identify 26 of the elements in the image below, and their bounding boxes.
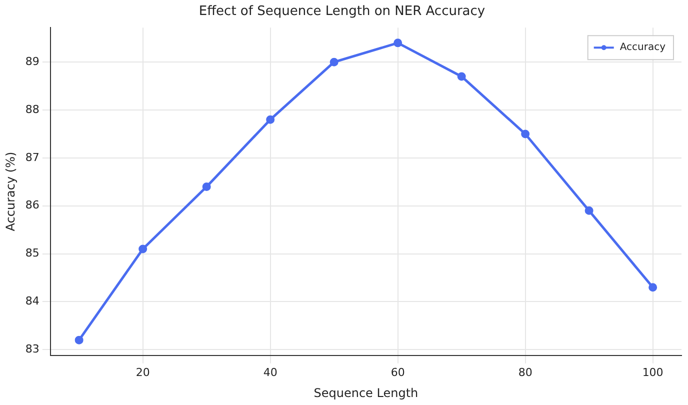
- x-tick-label: 100: [642, 366, 664, 379]
- x-tick-label: 20: [136, 366, 150, 379]
- y-tick-label: 89: [25, 54, 40, 68]
- point: [648, 283, 658, 292]
- point: [266, 115, 275, 124]
- y-axis-title: Accuracy (%): [3, 152, 18, 232]
- point: [202, 182, 211, 191]
- y-tick-label: 84: [25, 294, 40, 308]
- point: [330, 58, 338, 66]
- x-tick-label: 60: [390, 366, 405, 379]
- chart-title: Effect of Sequence Length on NER Accuracy: [198, 4, 486, 20]
- y-tick-label: 86: [25, 198, 40, 212]
- point: [584, 206, 594, 215]
- point: [138, 244, 148, 254]
- point: [394, 38, 402, 48]
- point: [74, 336, 84, 344]
- point: [521, 130, 530, 138]
- legend-label: Accuracy: [620, 42, 666, 54]
- x-tick-label: 40: [263, 366, 278, 379]
- x-axis-title: Sequence Length: [314, 386, 418, 400]
- y-tick-label: 87: [25, 150, 40, 164]
- y-tick-label: 88: [25, 102, 40, 116]
- x-tick-label: 80: [518, 366, 532, 379]
- point: [457, 72, 466, 81]
- y-tick-label: 85: [25, 246, 40, 260]
- y-tick-label: 83: [25, 342, 40, 356]
